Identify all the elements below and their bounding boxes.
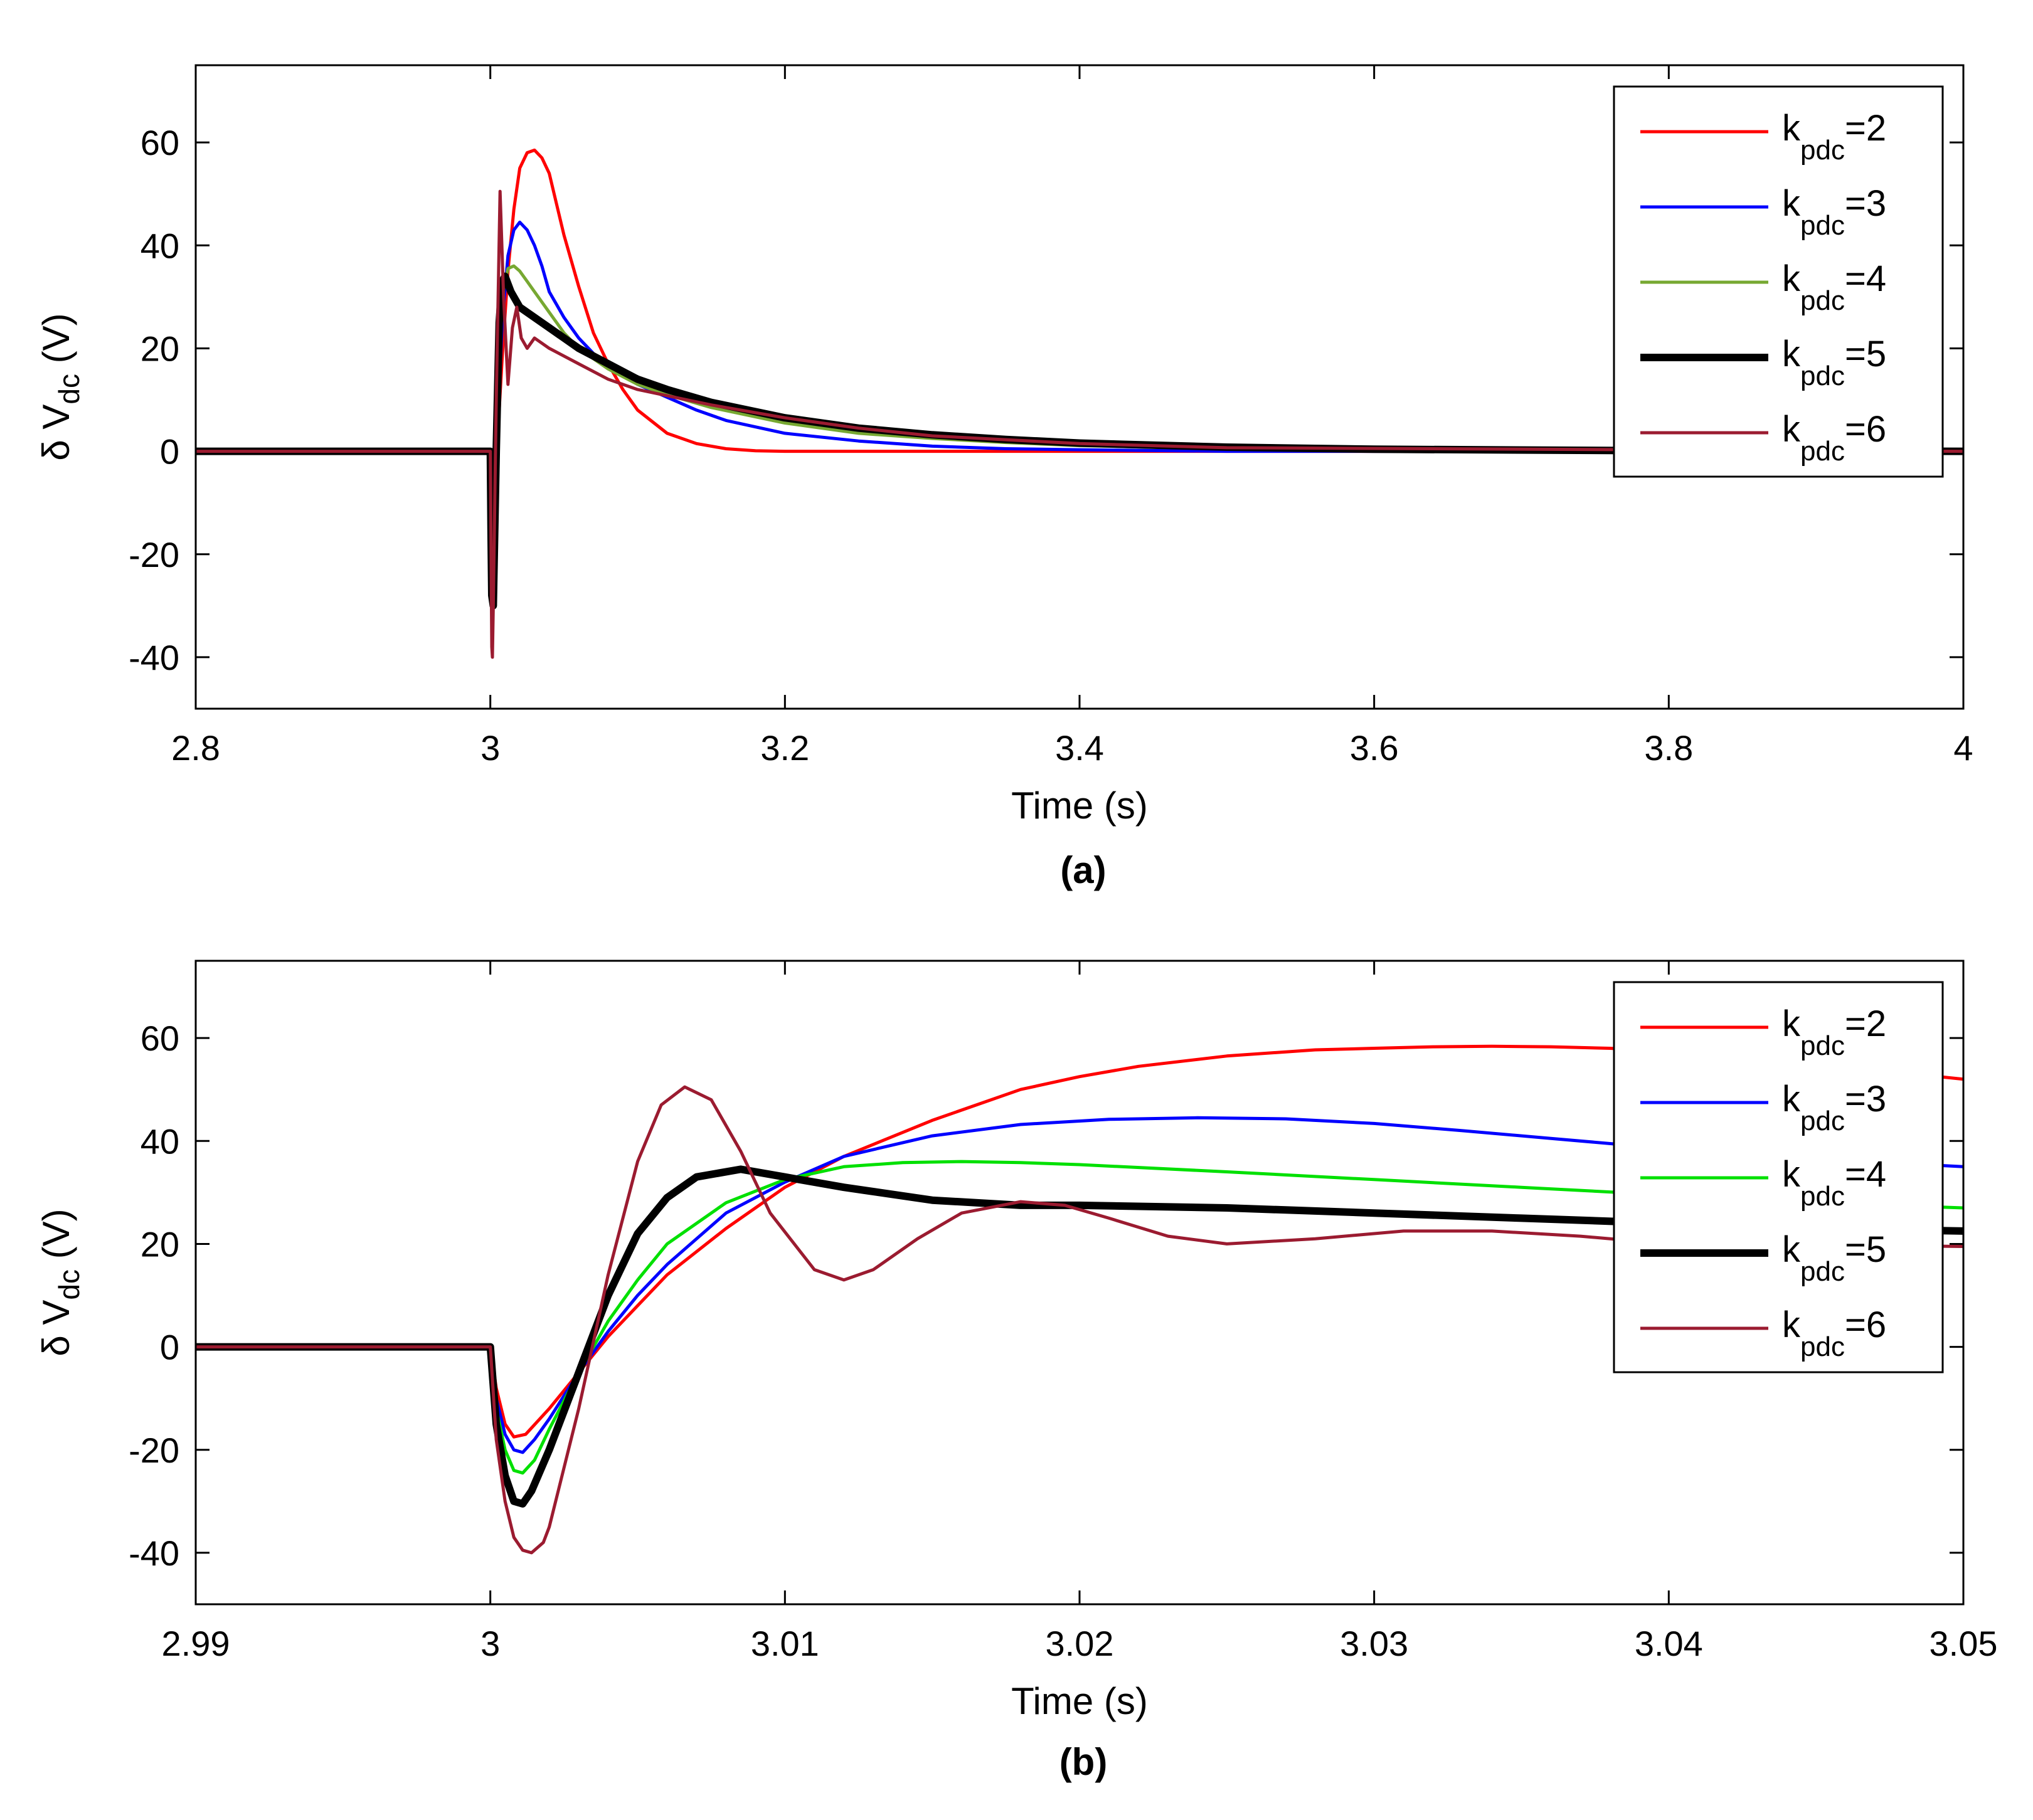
panel-a-xtick-label: 3.2 <box>760 728 809 768</box>
panel-b-series-line-kpdc-3 <box>196 1116 1963 1454</box>
panel-b-xlabel: Time (s) <box>1011 1680 1148 1722</box>
panel-b-label: (b) <box>1059 1741 1108 1783</box>
panel-b-tick-labels: 2.99 3 3.01 3.02 3.03 3.04 3.05 -40 -20 0 20 40 60 <box>129 1018 1997 1663</box>
panel-b-xtick-label: 3.03 <box>1340 1624 1408 1663</box>
panel-a-legend-label-sub: pdc <box>1800 210 1845 241</box>
panel-a-legend-label-sub: pdc <box>1800 436 1845 467</box>
panel-a-label: (a) <box>1060 849 1106 891</box>
panel-a-ytick-label: -40 <box>129 638 179 677</box>
panel-b-legend-label-value: =4 <box>1845 1154 1886 1195</box>
panel-b-series-line-kpdc-2 <box>196 1044 1963 1439</box>
panel-a-xtick-label: 4 <box>1953 728 1973 768</box>
panel-a-legend-label-main: k <box>1782 183 1801 224</box>
panel-b-series-line-kpdc-5 <box>196 1165 1963 1508</box>
panel-b-legend-label-sub: pdc <box>1800 1106 1845 1136</box>
panel-b-legend-label-sub: pdc <box>1800 1030 1845 1061</box>
panel-a-xlabel: Time (s) <box>1011 785 1148 827</box>
panel-b-xtick-label: 3.05 <box>1929 1624 1998 1663</box>
panel-b-ytick-label: -20 <box>129 1431 179 1470</box>
panel-b-legend-label-value: =5 <box>1845 1229 1886 1270</box>
panel-b: 2.99 3 3.01 3.02 3.03 3.04 3.05 -40 -20 0 20 40 60 T… <box>35 960 1998 1783</box>
panel-b-legend-label: kpdc=3 <box>1782 1079 1886 1136</box>
panel-a-xtick-label: 2.8 <box>171 728 220 768</box>
panel-b-xtick-label: 3.02 <box>1046 1624 1114 1663</box>
panel-b-legend-label-value: =3 <box>1845 1079 1886 1119</box>
panel-b-axes-box <box>194 960 1965 1606</box>
panel-a-xtick-label: 3.6 <box>1350 728 1399 768</box>
panel-a-ytick-label: 0 <box>160 432 179 472</box>
panel-b-series-line-kpdc-6 <box>196 1085 1963 1555</box>
panel-b-xtick-label: 2.99 <box>162 1624 230 1663</box>
panel-a-ytick-label: -20 <box>129 535 179 574</box>
panel-b-legend-label-main: k <box>1782 1079 1801 1119</box>
panel-b-ytick-label: 0 <box>160 1328 179 1367</box>
panel-a-legend-label-main: k <box>1782 108 1801 149</box>
panel-a-legend-label-main: k <box>1782 409 1801 450</box>
panel-a-legend-label-value: =6 <box>1845 409 1886 450</box>
panel-b-ylabel-sub: dc <box>53 1269 85 1300</box>
panel-b-xtick-label: 3 <box>480 1624 500 1663</box>
panel-a-legend-label: kpdc=4 <box>1782 258 1886 316</box>
panel-a-series <box>196 148 1963 659</box>
panel-b-legend-label-main: k <box>1782 1229 1801 1270</box>
panel-b-legend-label-sub: pdc <box>1800 1331 1845 1362</box>
panel-a-legend-label-main: k <box>1782 334 1801 374</box>
panel-b-legend-label-value: =6 <box>1845 1304 1886 1345</box>
panel-b-xtick-label: 3.04 <box>1635 1624 1703 1663</box>
panel-a-tick-labels: 2.8 3 3.2 3.4 3.6 3.8 4 -40 -20 0 20 40 60 <box>129 123 1973 768</box>
panel-a-legend-label: kpdc=3 <box>1782 183 1886 241</box>
panel-a-legend-label: kpdc=5 <box>1782 334 1886 391</box>
panel-b-xtick-label: 3.01 <box>751 1624 819 1663</box>
panel-b-legend-label: kpdc=6 <box>1782 1304 1886 1362</box>
panel-b-ytick-label: 20 <box>141 1224 179 1264</box>
panel-a-xtick-label: 3 <box>480 728 500 768</box>
panel-a-legend-label-value: =5 <box>1845 334 1886 374</box>
panel-a-legend-label-value: =4 <box>1845 258 1886 299</box>
panel-b-legend-label: kpdc=2 <box>1782 1003 1886 1061</box>
panel-b-legend-label: kpdc=4 <box>1782 1154 1886 1212</box>
panel-b-legend-label-sub: pdc <box>1800 1181 1845 1212</box>
panel-a-legend-label-sub: pdc <box>1800 135 1845 166</box>
panel-a-legend-label-main: k <box>1782 258 1801 299</box>
panel-a-legend-label: kpdc=6 <box>1782 409 1886 467</box>
panel-b-legend-label-value: =2 <box>1845 1003 1886 1044</box>
panel-a-xtick-label: 3.8 <box>1644 728 1693 768</box>
panel-b-legend-label-main: k <box>1782 1003 1801 1044</box>
panel-a-legend-label-value: =2 <box>1845 108 1886 149</box>
panel-a-legend-label-sub: pdc <box>1800 285 1845 316</box>
panel-a-ytick-label: 20 <box>141 329 179 368</box>
panel-b-legend-label-main: k <box>1782 1154 1801 1195</box>
panel-b-legend-label-main: k <box>1782 1304 1801 1345</box>
panel-a-ylabel-main: δ V <box>35 405 77 461</box>
panel-b-ylabel-unit: (V) <box>35 1209 77 1269</box>
panel-b-legend-label-sub: pdc <box>1800 1256 1845 1287</box>
panel-b-ytick-label: 40 <box>141 1121 179 1161</box>
panel-a-legend-label-value: =3 <box>1845 183 1886 224</box>
panel-b-series-line-kpdc-4 <box>196 1160 1963 1475</box>
panel-a-ylabel-unit: (V) <box>35 313 77 374</box>
panel-a-ylabel: δ Vdc (V) <box>35 313 85 460</box>
panel-b-ylabel: δ Vdc (V) <box>35 1209 85 1356</box>
panel-a-xtick-label: 3.4 <box>1055 728 1104 768</box>
panel-b-ticks <box>194 961 1965 1604</box>
panel-a-ytick-label: 60 <box>141 123 179 162</box>
panel-b-ytick-label: 60 <box>141 1018 179 1058</box>
panel-b-ylabel-main: δ V <box>35 1300 77 1357</box>
panel-a-legend-label: kpdc=2 <box>1782 108 1886 166</box>
panel-b-ytick-label: -40 <box>129 1533 179 1573</box>
panel-a-series-line-kpdc-6 <box>196 189 1963 659</box>
panel-b-series <box>196 1044 1963 1555</box>
panel-a-ylabel-sub: dc <box>53 374 85 405</box>
panel-a-ytick-label: 40 <box>141 226 179 265</box>
panel-a-legend-label-sub: pdc <box>1800 361 1845 391</box>
panel-b-legend-label: kpdc=5 <box>1782 1229 1886 1287</box>
panel-a-axes-box <box>194 64 1965 710</box>
